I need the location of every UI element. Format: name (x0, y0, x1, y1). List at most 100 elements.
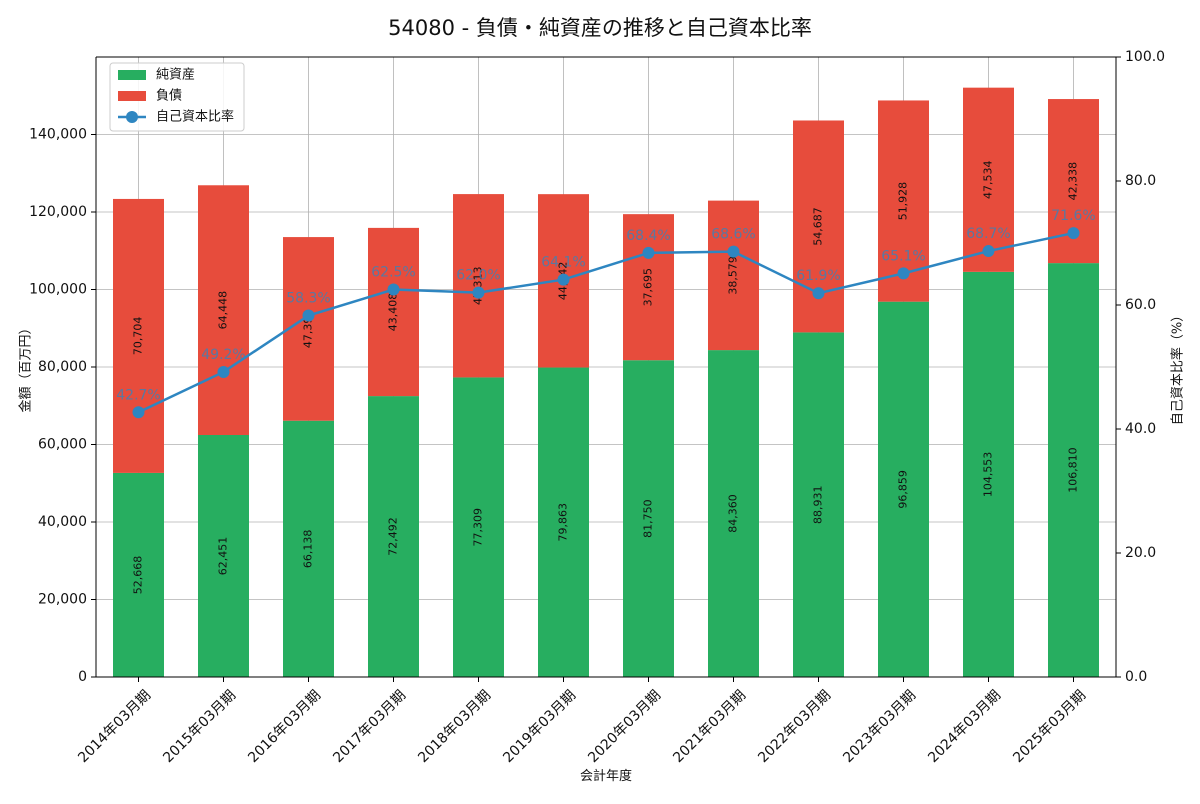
legend-label-liabilities: 負債 (156, 89, 182, 104)
bar-label-equity: 88,931 (812, 485, 825, 523)
ratio-point (897, 267, 910, 280)
bar-liabilities (368, 227, 419, 397)
x-tick-label: 2016年03月期 (245, 687, 324, 766)
bar-label-equity: 104,553 (982, 452, 995, 498)
bar-liabilities (708, 200, 759, 351)
bar-equity (198, 435, 249, 677)
ratio-label: 49.2% (201, 347, 245, 363)
bar-label-equity: 52,668 (132, 556, 145, 595)
bar-label-equity: 66,138 (302, 530, 315, 569)
y2-tick-label: 80.0 (1125, 173, 1156, 189)
y2-tick-label: 40.0 (1125, 421, 1156, 437)
bar-equity (113, 472, 164, 677)
bar-label-equity: 81,750 (642, 499, 655, 538)
y-tick-label: 120,000 (29, 204, 87, 220)
bar-equity (793, 332, 844, 677)
y-tick-label: 40,000 (38, 514, 87, 530)
ratio-point (387, 283, 400, 296)
bar-liabilities (113, 198, 164, 473)
bar-label-equity: 77,309 (472, 508, 485, 547)
legend-label-equity: 純資産 (156, 67, 195, 83)
bar-liabilities (283, 237, 334, 421)
ratio-label: 58.3% (286, 291, 330, 307)
bar-label-liabilities: 38,579 (727, 256, 740, 295)
bar-liabilities (963, 87, 1014, 272)
ratio-line (137, 231, 1074, 414)
bar-label-equity: 84,360 (727, 494, 740, 533)
x-tick-label: 2021年03月期 (670, 687, 749, 766)
ratio-point (727, 245, 740, 258)
y-tick-label: 80,000 (38, 359, 87, 375)
x-tick-label: 2024年03月期 (925, 687, 1004, 766)
x-axis-label: 会計年度 (580, 768, 632, 784)
y-tick-label: 140,000 (29, 127, 87, 143)
ratio-point (1067, 227, 1080, 240)
x-tick-label: 2015年03月期 (160, 687, 239, 766)
bar-equity (623, 360, 674, 677)
bar-equity (708, 350, 759, 677)
ratio-point (557, 273, 570, 286)
ratio-label: 68.7% (966, 226, 1010, 242)
bar-label-liabilities: 47,534 (982, 161, 995, 200)
ratio-label: 42.7% (116, 387, 160, 403)
ratio-label: 62.5% (371, 265, 415, 281)
ratio-point (302, 309, 315, 322)
bar-label-equity: 106,810 (1067, 447, 1080, 493)
bar-label-equity: 72,492 (387, 517, 400, 556)
ratio-label: 68.6% (711, 227, 755, 243)
bar-label-equity: 79,863 (557, 503, 570, 542)
bar-label-liabilities: 54,687 (812, 207, 825, 246)
x-tick-label: 2014年03月期 (75, 687, 154, 766)
ratio-point (217, 365, 230, 378)
bar-equity (1048, 263, 1099, 677)
x-tick-label: 2023年03月期 (840, 687, 919, 766)
chart-title: 54080 - 負債・純資産の推移と自己資本比率 (388, 16, 812, 40)
ratio-point (642, 246, 655, 259)
bar-label-liabilities: 51,928 (897, 182, 910, 221)
bar-label-liabilities: 64,448 (217, 291, 230, 330)
legend-swatch-equity (118, 70, 146, 80)
y2-axis-label: 自己資本比率（%） (1170, 309, 1186, 425)
bar-liabilities (453, 194, 504, 378)
bar-equity (878, 301, 929, 677)
x-tick-label: 2017年03月期 (330, 687, 409, 766)
ratio-label: 68.4% (626, 228, 670, 244)
ratio-label: 61.9% (796, 268, 840, 284)
x-tick-label: 2019年03月期 (500, 687, 579, 766)
y2-tick-label: 60.0 (1125, 297, 1156, 313)
legend-label-ratio: 自己資本比率 (156, 109, 234, 125)
y-tick-label: 100,000 (29, 282, 87, 298)
bar-label-liabilities: 70,704 (132, 317, 145, 356)
x-tick-label: 2022年03月期 (755, 687, 834, 766)
y2-tick-label: 100.0 (1125, 49, 1165, 65)
x-tick-label: 2025年03月期 (1010, 687, 1089, 766)
x-tick-label: 2018年03月期 (415, 687, 494, 766)
y2-tick-label: 0.0 (1125, 669, 1147, 685)
y-tick-label: 60,000 (38, 437, 87, 453)
bar-label-liabilities: 37,695 (642, 268, 655, 307)
y-tick-label: 20,000 (38, 592, 87, 608)
ratio-point (812, 287, 825, 300)
legend-swatch-liabilities (118, 91, 146, 101)
bar-liabilities (623, 214, 674, 361)
ratio-label: 62.0% (456, 268, 500, 284)
ratio-label: 71.6% (1051, 208, 1095, 224)
ratio-label: 64.1% (541, 255, 585, 271)
ratio-point (472, 286, 485, 299)
bar-label-liabilities: 43,408 (387, 293, 400, 332)
ratio-label: 65.1% (881, 248, 925, 264)
y-tick-label: 0 (78, 669, 87, 685)
bar-label-liabilities: 42,338 (1067, 162, 1080, 201)
ratio-point (132, 406, 145, 419)
y-axis-label: 金額（百万円） (18, 321, 34, 412)
bar-equity (963, 271, 1014, 677)
bar-label-equity: 62,451 (217, 537, 230, 576)
bar-label-equity: 96,859 (897, 470, 910, 509)
y2-tick-label: 20.0 (1125, 545, 1156, 561)
bar-equity (453, 377, 504, 677)
ratio-point (982, 245, 995, 258)
bar-liabilities (198, 185, 249, 436)
bar-equity (538, 367, 589, 677)
